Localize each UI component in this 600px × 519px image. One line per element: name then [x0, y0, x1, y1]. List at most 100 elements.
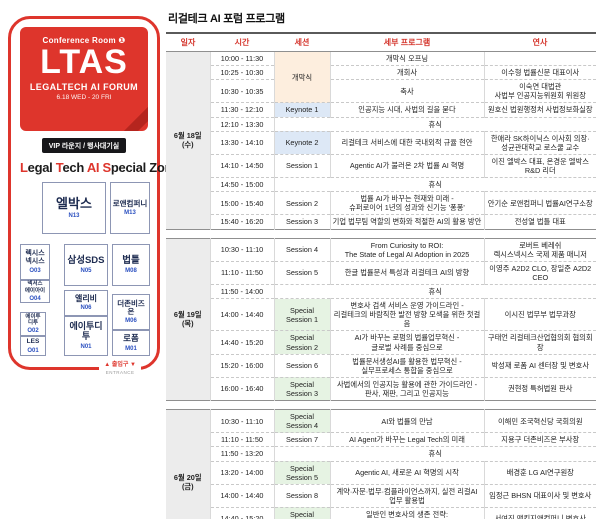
booth-name: 법틀: [122, 254, 140, 266]
program-cell: 사법에서의 인공지능 활용에 관한 가이드라인 - 판사, 재판, 그리고 인공…: [330, 376, 484, 401]
program-cell: 개막식 오프닝: [385, 54, 429, 63]
speaker-cell: 임정근 BHSN 대표이사 및 변호사: [483, 483, 596, 508]
speaker-cell: 전성열 법틀 대표: [483, 214, 596, 230]
zone-title-segment: pecial: [110, 160, 150, 175]
special-zone-title: Legal Tech AI Special Zone: [20, 160, 179, 175]
program-cell: From Curiosity to ROI: The State of Lega…: [344, 240, 470, 259]
speaker-cell: 서여진 맥킨지앤컴퍼니 변호사: [483, 506, 596, 519]
schedule-row: 6월 18일 (수) 10:00 - 11:30 개막식 개막식 오프닝: [166, 51, 596, 230]
program-cell: 일반인 변호사의 생존 전략: AI·리걸테크 홍수 속, 기본으로 돌아간다: [330, 506, 484, 519]
booth-map: 엘박스 N13 로앤컴퍼니 M13 렉시스 넥시스 O03 넥서스 에이아이 O…: [20, 182, 150, 360]
day-cell: 6월 19일 (목): [166, 238, 211, 401]
speaker-cell: 한애라 SK하이닉스 이사회 의장· 성균관대학교 로스쿨 교수: [483, 130, 596, 155]
session-cell: 개막식: [274, 51, 331, 103]
forum-name: LEGALTECH AI FORUM: [29, 81, 139, 92]
time-cell: 12:10 - 13:30: [210, 116, 275, 132]
schedule-row: 15:20 - 16:00 Session 6 법률문서생성AI를 활용한 법무혁신…: [166, 353, 596, 378]
schedule-row: 13:20 - 14:00 Special Session 5 Agentic AI…: [166, 460, 596, 485]
schedule-row: 6월 20일 (금) 10:30 - 11:10 Special Session 4…: [166, 409, 596, 519]
schedule-row: 14:00 - 14:40 Session 8 계약·자문·법무·컴플라이언스까지,…: [166, 483, 596, 508]
header-row: 일자 시간 세션 세부 프로그램 연사: [166, 33, 596, 52]
program-cell: 변호사 검색 서비스 운영 가이드라인 - 리걸테크의 바람직한 발전 방향 모…: [330, 298, 484, 331]
vip-lounge-badge: VIP 라운지 / 행사대기실: [41, 138, 127, 153]
break-cell: 휴식: [274, 446, 596, 461]
zone-title-segment: AI: [86, 160, 100, 175]
schedule-row: 16:00 - 16:40 Special Session 3 사법에서의 인공지능…: [166, 376, 596, 401]
zone-title-segment: L: [20, 160, 28, 175]
break-cell: 휴식: [274, 177, 596, 192]
time-cell: 11:50 - 14:00: [210, 283, 275, 299]
conference-room-card: Conference Room ❶ LTAS LEGALTECH AI FORU…: [8, 16, 179, 375]
time-cell: 11:50 - 13:20: [210, 446, 275, 461]
day-table: 6월 19일 (목) 10:30 - 11:10 Session 4 From Cur…: [166, 237, 596, 402]
booth-name: LES: [26, 338, 40, 346]
zone-title-segment: T: [55, 160, 63, 175]
program-cell: Agentic AI가 불러온 2차 법률 AI 혁명: [330, 153, 484, 178]
session-cell: Session 5: [274, 260, 331, 285]
time-cell: 15:40 - 16:20: [210, 214, 275, 230]
forum-banner: Conference Room ❶ LTAS LEGALTECH AI FORU…: [20, 27, 148, 131]
booth-name: 에이투디투: [69, 321, 103, 341]
time-cell: 14:50 - 15:00: [210, 177, 275, 192]
speaker-cell: 배경훈 LG AI연구원장: [483, 460, 596, 485]
session-cell: Session 7: [274, 432, 331, 447]
session-cell: Session 6: [274, 353, 331, 378]
time-cell: 10:30 - 10:35: [210, 79, 275, 103]
booth-name: 로앤컴퍼니: [112, 198, 148, 208]
booth-name: 로폼: [123, 333, 139, 344]
program-cell: 계약·자문·법무·컴플라이언스까지, 실전 리걸AI 업무 활용법: [330, 483, 484, 508]
speaker-cell: 이해민 조국혁신당 국회의원: [483, 409, 596, 433]
booth-douzone: 더존비즈온 M06: [112, 294, 150, 330]
time-cell: 13:20 - 14:00: [210, 460, 275, 485]
day-cell: 6월 18일 (수): [166, 51, 211, 230]
speaker-cell: 지용구 더존비즈온 부사장: [483, 432, 596, 447]
booth-code: N13: [68, 213, 80, 220]
program-cell: 기업 법무팀 역할의 변화와 적절한 AI의 활용 방안: [330, 214, 484, 230]
time-cell: 13:30 - 14:10: [210, 130, 275, 155]
column-header: 세부 프로그램: [330, 33, 484, 52]
booth-code: N01: [80, 343, 92, 350]
time-cell: 11:10 - 11:50: [210, 432, 275, 447]
time-cell: 10:25 - 10:30: [210, 65, 275, 80]
booth-a2d2: 에이투디투 N01: [64, 316, 108, 356]
booth-code: N06: [80, 305, 92, 312]
column-header: 일자: [166, 33, 210, 52]
session-cell: Session 2: [274, 191, 331, 215]
time-cell: 14:00 - 14:40: [210, 298, 275, 331]
time-cell: 11:30 - 12:10: [210, 102, 275, 118]
zone-title-segment: egal: [27, 160, 56, 175]
booth-buptle: 법틀 M08: [112, 244, 150, 286]
session-cell: Keynote 1: [274, 102, 331, 118]
schedule-row: 10:25 - 10:30 개회사 이수형 법률신문 대표이사: [166, 65, 596, 80]
day-table: 6월 20일 (금) 10:30 - 11:10 Special Session 4…: [166, 409, 596, 519]
schedule-row: 10:30 - 10:35 축사 이숙연 대법관 사법부 인공지능위원회 위원장: [166, 79, 596, 103]
entrance-marker: ▲ 출입구 ▼ ENTRANCE: [99, 362, 141, 375]
booth-name: 더존비즈온: [117, 298, 145, 316]
session-cell: Session 3: [274, 214, 331, 230]
session-cell: Session 4: [274, 238, 331, 262]
program-cell: 리걸테크 서비스에 대한 국내외적 규율 현안: [330, 130, 484, 155]
booth-code: N05: [80, 268, 92, 275]
zone-title-segment: ech: [62, 160, 87, 175]
day-cell: 6월 20일 (금): [166, 409, 211, 519]
schedule-row: 11:30 - 12:10 Keynote 1 인공지능 시대, 사법의 길을 묻다…: [166, 102, 596, 118]
speaker-cell: 로버트 베레쉬 렉시스넥시스 국제 제품 매니저: [483, 238, 596, 262]
program-cell: 개회사: [330, 65, 484, 80]
schedule-row: 11:50 - 14:00 휴식: [166, 283, 596, 299]
booth-code: M13: [124, 210, 136, 217]
session-cell: Special Session 6: [274, 506, 331, 519]
column-header: 시간: [210, 33, 274, 52]
schedule-row: 12:10 - 13:30 휴식: [166, 116, 596, 132]
booth-name: 앨리비: [74, 293, 98, 303]
booth-code: M01: [125, 345, 137, 352]
session-cell: Special Session 4: [274, 409, 331, 433]
time-cell: 11:10 - 11:50: [210, 260, 275, 285]
program-cell: AI가 바꾸는 로펌의 법률업무혁신 - 글로벌 사례를 중심으로: [330, 330, 484, 355]
room-label: Conference Room ❶: [42, 36, 126, 45]
speaker-cell: 구태언 리걸테크산업협의회 협의회장: [483, 330, 596, 355]
speaker-cell: 이숙연 대법관 사법부 인공지능위원회 위원장: [483, 79, 596, 103]
column-header: 세션: [274, 33, 330, 52]
schedule-row: 14:40 - 15:20 Special Session 2 AI가 바꾸는 로펌…: [166, 330, 596, 355]
program-cell: 인공지능 시대, 사법의 길을 묻다: [330, 102, 484, 118]
booth-allibee: 앨리비 N06: [64, 290, 108, 316]
